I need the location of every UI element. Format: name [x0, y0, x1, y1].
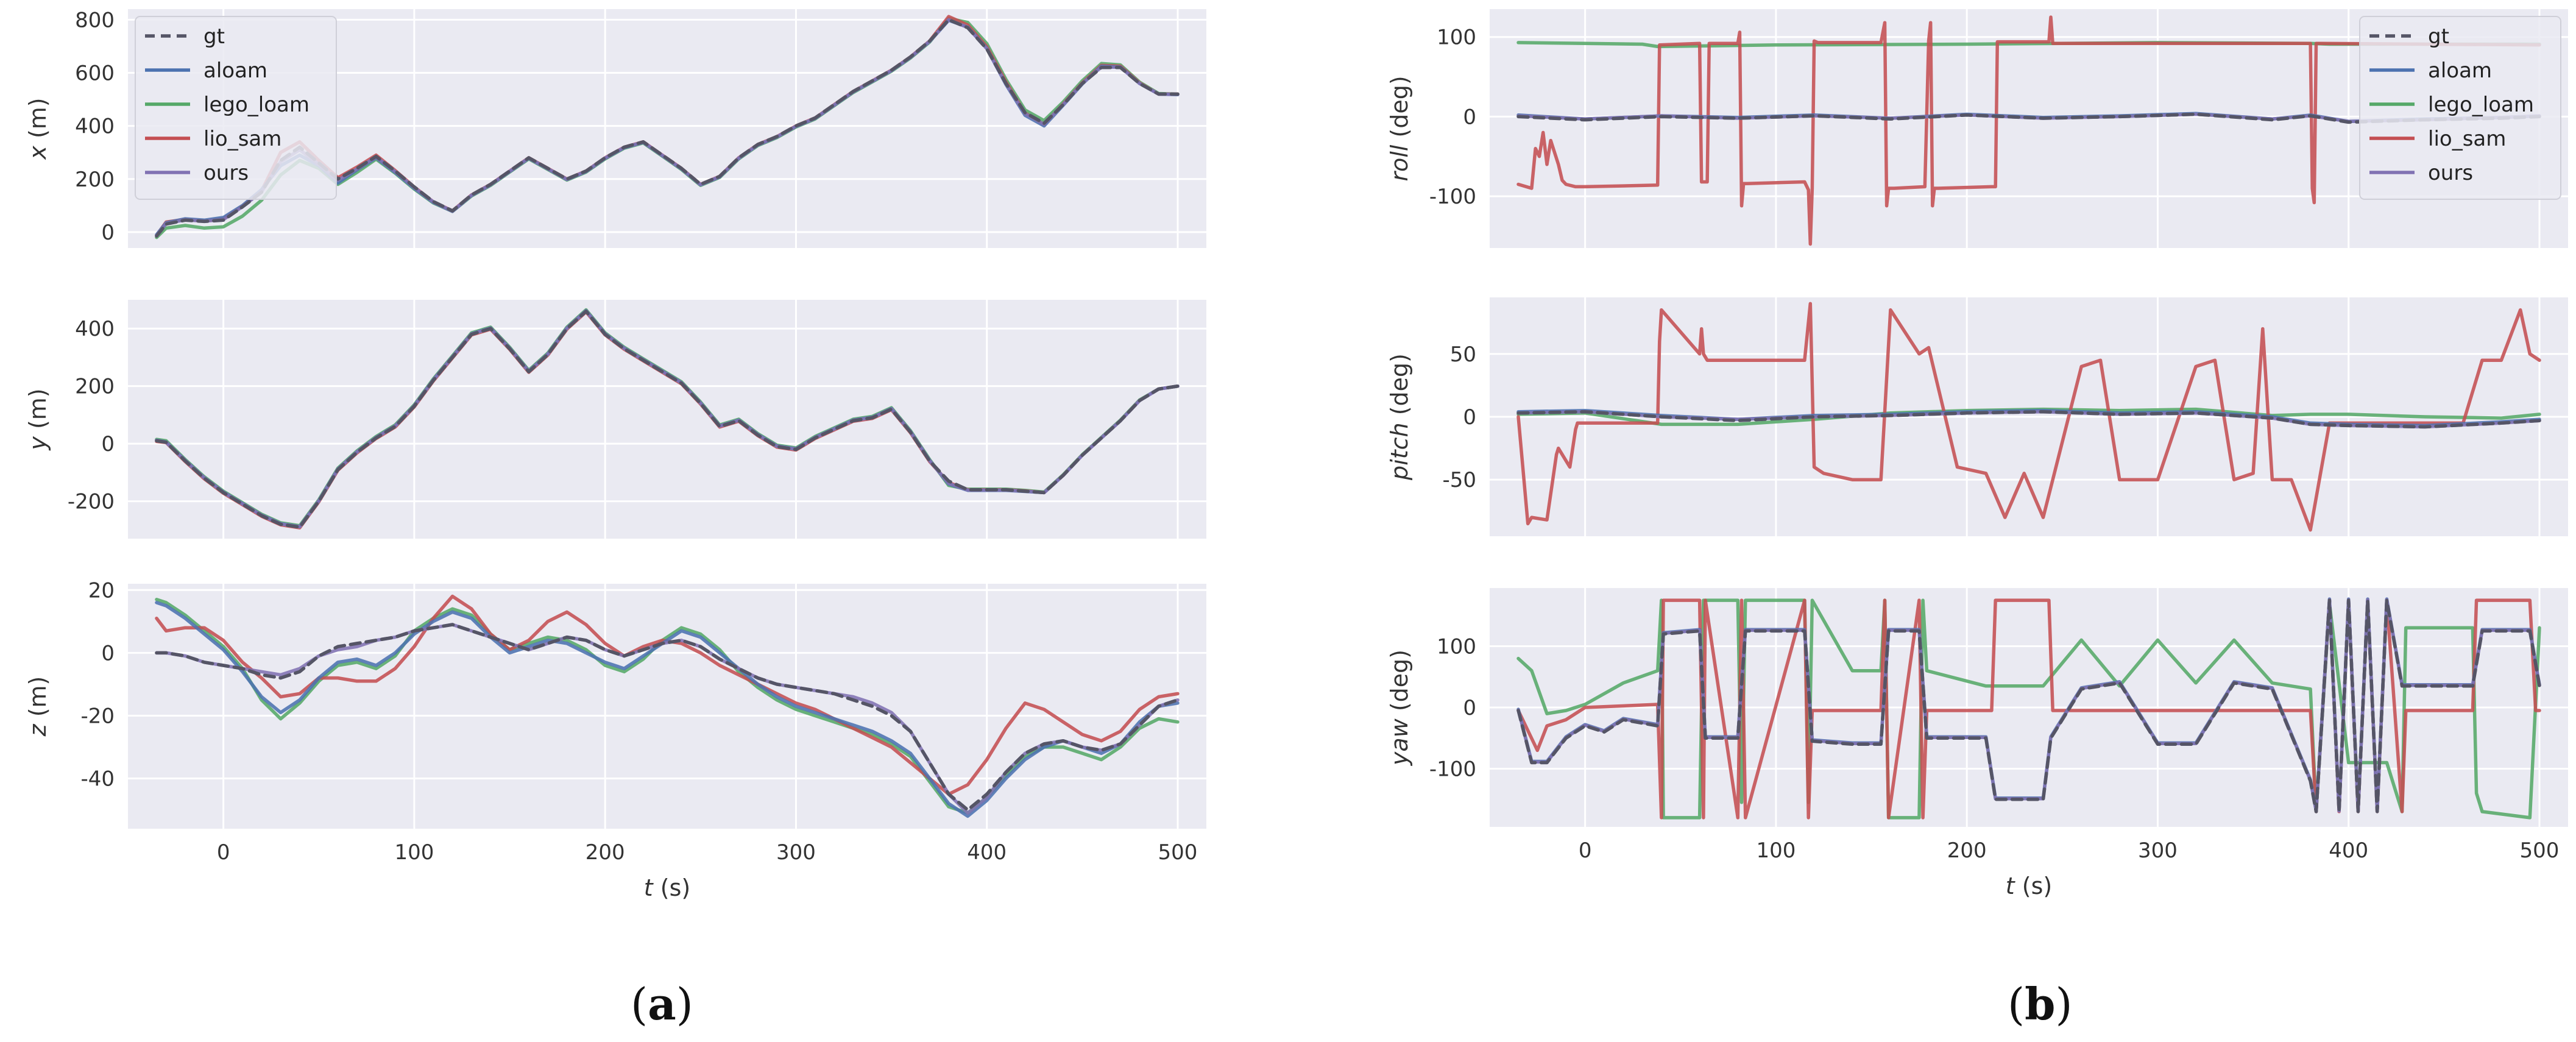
y-axis-label: x (m) — [24, 97, 51, 160]
y-axis-symbol: x — [24, 146, 51, 160]
y-tick-label: 0 — [1463, 696, 1476, 720]
y-tick-label: -40 — [80, 767, 115, 792]
series-group — [155, 308, 1180, 530]
legend-label-aloam: aloam — [2428, 58, 2492, 83]
x-axis-label: t (s) — [644, 874, 690, 901]
x-tick-label: 400 — [2329, 838, 2368, 863]
legend-label-lego_loam: lego_loam — [2428, 93, 2534, 117]
legend-box — [2359, 16, 2561, 200]
chart-2: 0 100 200 300 400 500 -40 -20 0 20 z (m) t (s) — [24, 578, 1206, 901]
series-line-lego_loam — [1516, 407, 2541, 427]
y-tick-label: -200 — [68, 490, 115, 514]
y-axis-label: pitch (deg) — [1386, 353, 1413, 481]
y-tick-label: 400 — [75, 317, 115, 341]
x-tick-label: 300 — [776, 840, 816, 865]
legend-label-gt: gt — [203, 24, 225, 49]
legend-label-aloam: aloam — [203, 58, 267, 83]
series-group — [1516, 302, 2541, 532]
x-axis-symbol: t — [2006, 873, 2016, 899]
series-group — [155, 594, 1180, 818]
y-tick-label: 0 — [1463, 405, 1476, 430]
x-tick-label: 200 — [586, 840, 625, 865]
y-tick-label: -50 — [1442, 468, 1476, 492]
y-tick-label: 100 — [1437, 26, 1476, 50]
y-axis-unit: (deg) — [1386, 650, 1413, 718]
series-line-lio_sam — [1516, 15, 2541, 246]
y-axis-symbol: y — [24, 436, 51, 451]
x-tick-label: 100 — [394, 840, 434, 865]
y-axis-unit: (m) — [24, 97, 51, 146]
y-axis-symbol: z — [24, 723, 51, 737]
y-axis-unit: (m) — [24, 388, 51, 436]
series-line-gt — [1516, 598, 2541, 813]
x-tick-label: 500 — [2520, 838, 2560, 863]
y-axis-unit: (m) — [24, 676, 51, 725]
legend-label-lego_loam: lego_loam — [203, 93, 310, 117]
series-group — [1516, 597, 2541, 820]
legend-box — [135, 16, 337, 200]
y-tick-label: 0 — [1463, 105, 1476, 129]
x-axis-label: t (s) — [2006, 873, 2052, 899]
panel-label-a: (a) — [631, 978, 693, 1030]
x-tick-label: 200 — [1947, 838, 1987, 863]
x-axis-symbol: t — [644, 874, 654, 901]
y-axis-label: z (m) — [24, 676, 51, 737]
x-axis-unit: (s) — [653, 874, 691, 901]
chart-3: -100 0 100 roll (deg) gt aloam lego_loam lio_sa… — [1386, 9, 2568, 248]
y-tick-label: 0 — [101, 641, 115, 665]
x-tick-label: 500 — [1158, 840, 1198, 865]
x-tick-label: 100 — [1756, 838, 1796, 863]
y-tick-label: -100 — [1429, 757, 1476, 782]
y-axis-unit: (deg) — [1386, 76, 1413, 144]
x-tick-label: 0 — [1579, 838, 1592, 863]
y-tick-label: 200 — [75, 375, 115, 399]
legend-label-lio_sam: lio_sam — [203, 127, 281, 151]
chart-4: -50 0 50 pitch (deg) — [1386, 297, 2568, 536]
y-tick-label: 50 — [1450, 342, 1476, 367]
series-line-gt — [155, 623, 1180, 812]
panel-label-b: (b) — [2008, 978, 2073, 1030]
y-tick-label: 0 — [101, 432, 115, 456]
y-tick-label: 20 — [88, 578, 115, 603]
x-tick-label: 0 — [217, 840, 230, 865]
y-axis-symbol: roll — [1386, 144, 1413, 181]
chart-0: 0 200 400 600 800 x (m) gt aloam lego_loam lio_sa… — [24, 8, 1206, 248]
legend-label-lio_sam: lio_sam — [2428, 127, 2506, 151]
series-line-gt — [155, 310, 1180, 529]
plot-background — [128, 584, 1206, 829]
y-tick-label: 600 — [75, 62, 115, 86]
y-tick-label: 200 — [75, 168, 115, 192]
y-axis-unit: (deg) — [1386, 353, 1413, 422]
y-tick-label: 0 — [101, 221, 115, 245]
y-tick-label: -100 — [1429, 185, 1476, 209]
chart-1: -200 0 200 400 y (m) — [24, 300, 1206, 539]
plot-background — [128, 300, 1206, 539]
series-line-lio_sam — [1516, 302, 2541, 532]
x-tick-label: 300 — [2138, 838, 2178, 863]
legend-label-gt: gt — [2428, 24, 2449, 49]
y-axis-label: roll (deg) — [1386, 76, 1413, 181]
y-tick-label: 100 — [1437, 634, 1476, 659]
y-tick-label: -20 — [80, 704, 115, 728]
y-axis-symbol: yaw — [1386, 718, 1413, 766]
x-tick-label: 400 — [967, 840, 1007, 865]
y-axis-symbol: pitch — [1386, 422, 1413, 481]
legend-label-ours: ours — [2428, 161, 2473, 185]
chart-5: 0 100 200 300 400 500 -100 0 100 yaw (deg) t (s) — [1386, 588, 2568, 899]
y-tick-label: 400 — [75, 115, 115, 139]
y-tick-label: 800 — [75, 8, 115, 32]
series-line-gt — [1516, 409, 2541, 429]
legend-label-ours: ours — [203, 161, 249, 185]
x-axis-unit: (s) — [2015, 873, 2053, 899]
y-axis-label: yaw (deg) — [1386, 650, 1413, 766]
y-axis-label: y (m) — [24, 388, 51, 450]
